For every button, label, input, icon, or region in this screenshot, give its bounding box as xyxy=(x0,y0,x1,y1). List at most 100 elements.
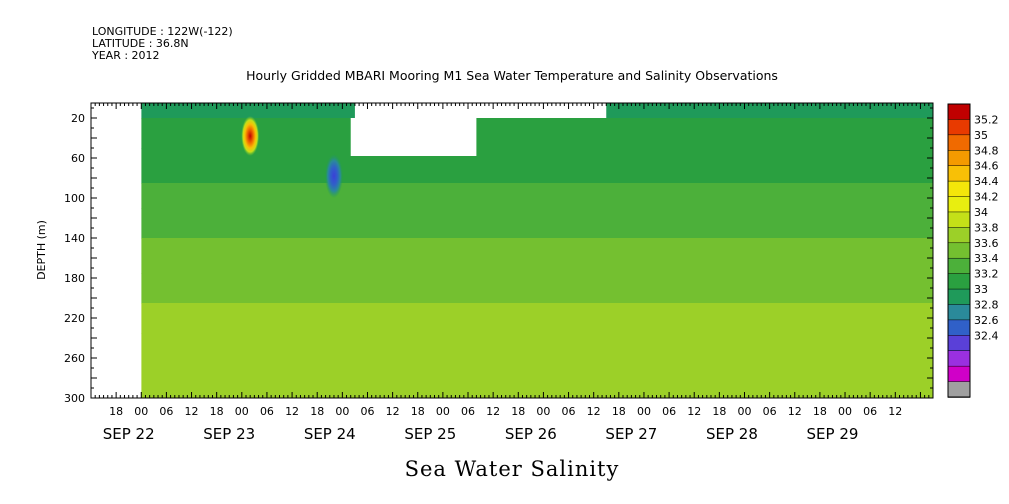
x-hour-tick-label: 06 xyxy=(763,405,777,418)
salinity-band xyxy=(141,333,933,398)
x-hour-tick-label: 06 xyxy=(863,405,877,418)
salinity-band xyxy=(141,208,933,239)
colorbar-swatch xyxy=(947,381,971,398)
x-hour-tick-label: 18 xyxy=(511,405,525,418)
y-tick-label: 220 xyxy=(64,312,85,325)
year-label: YEAR : 2012 xyxy=(91,49,160,62)
missing-data-region xyxy=(91,103,142,398)
y-tick-label: 100 xyxy=(64,192,85,205)
missing-data-region xyxy=(350,118,477,156)
colorbar-label: 32.6 xyxy=(974,314,999,327)
longitude-label: LONGITUDE : 122W(-122) xyxy=(92,25,233,38)
x-hour-tick-label: 12 xyxy=(788,405,802,418)
x-hour-tick-label: 18 xyxy=(310,405,324,418)
x-day-label: SEP 23 xyxy=(203,425,255,443)
colorbar-swatch xyxy=(947,134,971,152)
x-day-label: SEP 22 xyxy=(103,425,155,443)
colorbar-label: 32.4 xyxy=(974,329,999,342)
x-hour-tick-label: 18 xyxy=(813,405,827,418)
colorbar-label: 33.6 xyxy=(974,237,999,250)
colorbar-label: 33.8 xyxy=(974,221,999,234)
colorbar-swatch xyxy=(947,103,971,121)
x-day-label: SEP 26 xyxy=(505,425,557,443)
x-hour-tick-label: 12 xyxy=(587,405,601,418)
colorbar-swatch xyxy=(947,165,971,182)
low-salinity-spot xyxy=(324,154,343,198)
colorbar-label: 32.8 xyxy=(974,298,999,311)
x-hour-tick-label: 00 xyxy=(436,405,450,418)
colorbar: 35.2 35 34.8 34.6 34.4 34.2 34 33.8 33.6 33.4 33.2… xyxy=(947,103,999,398)
y-tick-label: 20 xyxy=(71,112,85,125)
colorbar-swatch xyxy=(947,365,971,383)
x-hour-tick-label: 06 xyxy=(461,405,475,418)
x-hour-tick-label: 00 xyxy=(536,405,550,418)
y-tick-label: 260 xyxy=(64,352,85,365)
missing-data-regions xyxy=(91,103,607,398)
x-hour-tick-label: 00 xyxy=(637,405,651,418)
x-day-label: SEP 24 xyxy=(304,425,356,443)
x-hour-tick-label: 18 xyxy=(411,405,425,418)
x-day-label: SEP 25 xyxy=(404,425,456,443)
colorbar-swatch xyxy=(947,119,971,136)
colorbar-swatch xyxy=(947,335,971,352)
colorbar-label: 33.2 xyxy=(974,268,999,281)
x-hour-tick-label: 06 xyxy=(159,405,173,418)
salinity-band xyxy=(141,303,933,334)
salinity-bands xyxy=(141,103,933,398)
colorbar-swatch xyxy=(947,273,971,290)
colorbar-swatch xyxy=(947,180,971,198)
x-hour-tick-label: 12 xyxy=(185,405,199,418)
colorbar-swatch xyxy=(947,196,971,213)
colorbar-label: 34.2 xyxy=(974,191,999,204)
latitude-label: LATITUDE : 36.8N xyxy=(92,37,189,50)
x-day-label: SEP 28 xyxy=(706,425,758,443)
colorbar-swatch xyxy=(947,304,971,321)
x-axis: 18 00 06 12 18 00 06 12 18 00 06 12 18 00 06 12 18 00 06 12… xyxy=(90,103,934,443)
colorbar-swatch xyxy=(947,257,971,275)
chart-title: Hourly Gridded MBARI Mooring M1 Sea Wate… xyxy=(246,68,778,83)
colorbar-label: 34 xyxy=(974,206,988,219)
x-hour-tick-label: 18 xyxy=(210,405,224,418)
plot-area xyxy=(91,103,933,398)
x-hour-tick-label: 12 xyxy=(687,405,701,418)
y-tick-label: 300 xyxy=(64,392,85,405)
x-hour-tick-label: 06 xyxy=(360,405,374,418)
colorbar-label: 33.4 xyxy=(974,252,999,265)
x-day-label: SEP 29 xyxy=(807,425,859,443)
colorbar-frame xyxy=(947,103,971,398)
x-hour-tick-label: 12 xyxy=(386,405,400,418)
salinity-anomalies xyxy=(241,116,343,198)
bottom-title: Sea Water Salinity xyxy=(405,457,620,481)
x-hour-tick-label: 12 xyxy=(888,405,902,418)
y-tick-label: 60 xyxy=(71,152,85,165)
salinity-band xyxy=(141,118,933,149)
colorbar-swatch xyxy=(947,288,971,306)
x-hour-tick-label: 18 xyxy=(109,405,123,418)
x-hour-tick-label: 00 xyxy=(335,405,349,418)
colorbar-label: 33 xyxy=(974,283,988,296)
x-hour-tick-label: 18 xyxy=(612,405,626,418)
x-hour-tick-label: 00 xyxy=(737,405,751,418)
salinity-band xyxy=(141,273,933,304)
missing-data-region xyxy=(476,103,607,118)
plot-frame xyxy=(90,102,934,399)
colorbar-swatch xyxy=(947,242,971,259)
x-day-label: SEP 27 xyxy=(605,425,657,443)
colorbar-label: 34.4 xyxy=(974,175,999,188)
x-hour-tick-label: 00 xyxy=(838,405,852,418)
x-hour-tick-label: 06 xyxy=(662,405,676,418)
x-hour-tick-label: 06 xyxy=(260,405,274,418)
y-tick-label: 180 xyxy=(64,272,85,285)
x-hour-tick-label: 06 xyxy=(562,405,576,418)
colorbar-label: 35.2 xyxy=(974,113,999,126)
colorbar-swatch xyxy=(947,211,971,229)
salinity-band xyxy=(141,238,933,274)
x-hour-tick-label: 12 xyxy=(285,405,299,418)
colorbar-swatch xyxy=(947,350,971,367)
x-hour-tick-label: 18 xyxy=(712,405,726,418)
colorbar-swatch xyxy=(947,227,971,244)
y-axis-title: DEPTH (m) xyxy=(35,220,48,280)
colorbar-label: 35 xyxy=(974,129,988,142)
y-axis: 20 60 100 140 180 220 260 300 xyxy=(64,107,933,405)
